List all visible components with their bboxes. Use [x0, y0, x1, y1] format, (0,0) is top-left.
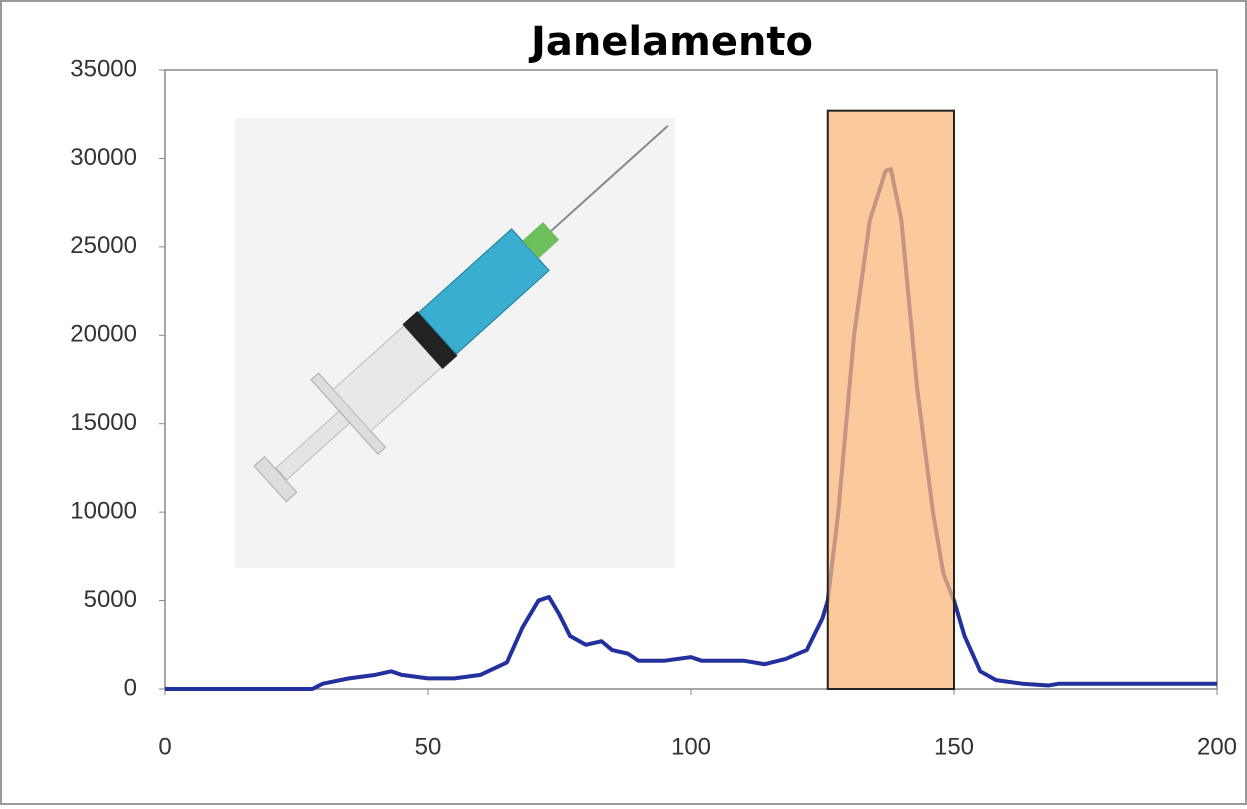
x-tick-label: 200	[1197, 733, 1237, 760]
y-tick-label: 30000	[70, 144, 137, 171]
y-tick-label: 25000	[70, 232, 137, 259]
y-tick-label: 35000	[70, 55, 137, 82]
y-tick-label: 0	[124, 674, 137, 701]
y-tick-label: 5000	[84, 586, 137, 613]
highlight-window	[826, 109, 956, 691]
x-tick-label: 150	[934, 733, 974, 760]
x-tick-label: 100	[671, 733, 711, 760]
y-tick-label: 20000	[70, 321, 137, 348]
x-tick-label: 0	[158, 733, 171, 760]
y-tick-label: 15000	[70, 409, 137, 436]
chart-title: Janelamento	[528, 19, 813, 65]
x-tick-label: 50	[415, 733, 442, 760]
y-tick-label: 10000	[70, 497, 137, 524]
syringe-image	[235, 118, 675, 568]
